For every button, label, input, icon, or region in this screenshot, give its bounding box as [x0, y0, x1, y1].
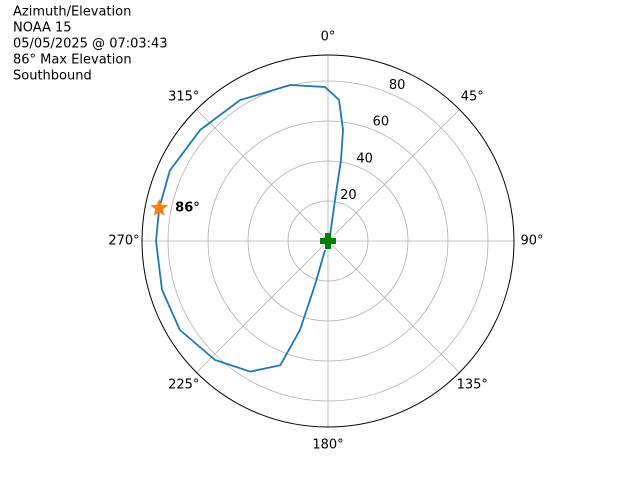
title-line: 86° Max Elevation	[13, 53, 132, 68]
theta-grid-line	[196, 240, 329, 373]
theta-grid-line	[196, 109, 329, 242]
theta-tick-label: 135°	[457, 378, 488, 393]
r-tick-label: 40	[356, 151, 373, 166]
title-line: Southbound	[13, 69, 92, 84]
theta-tick-label: 225°	[168, 378, 199, 393]
start-marker	[320, 233, 336, 249]
theta-tick-label: 315°	[168, 89, 199, 104]
track-line	[155, 84, 344, 373]
theta-grid-line	[327, 109, 460, 242]
max-marker	[150, 198, 169, 216]
theta-tick-label: 270°	[108, 234, 139, 249]
r-tick-label: 80	[389, 78, 406, 93]
max-label: 86°	[175, 201, 200, 216]
theta-tick-label: 180°	[312, 438, 343, 453]
theta-tick-label: 0°	[321, 30, 336, 45]
title-line: Azimuth/Elevation	[13, 5, 131, 20]
title-line: 05/05/2025 @ 07:03:43	[13, 37, 168, 52]
title-line: NOAA 15	[13, 21, 72, 36]
r-tick-label: 20	[340, 188, 357, 203]
polar-frame	[141, 54, 515, 428]
r-tick-label: 60	[373, 115, 390, 130]
theta-tick-label: 90°	[520, 234, 543, 249]
theta-tick-label: 45°	[461, 89, 484, 104]
theta-grid-line	[327, 240, 460, 373]
